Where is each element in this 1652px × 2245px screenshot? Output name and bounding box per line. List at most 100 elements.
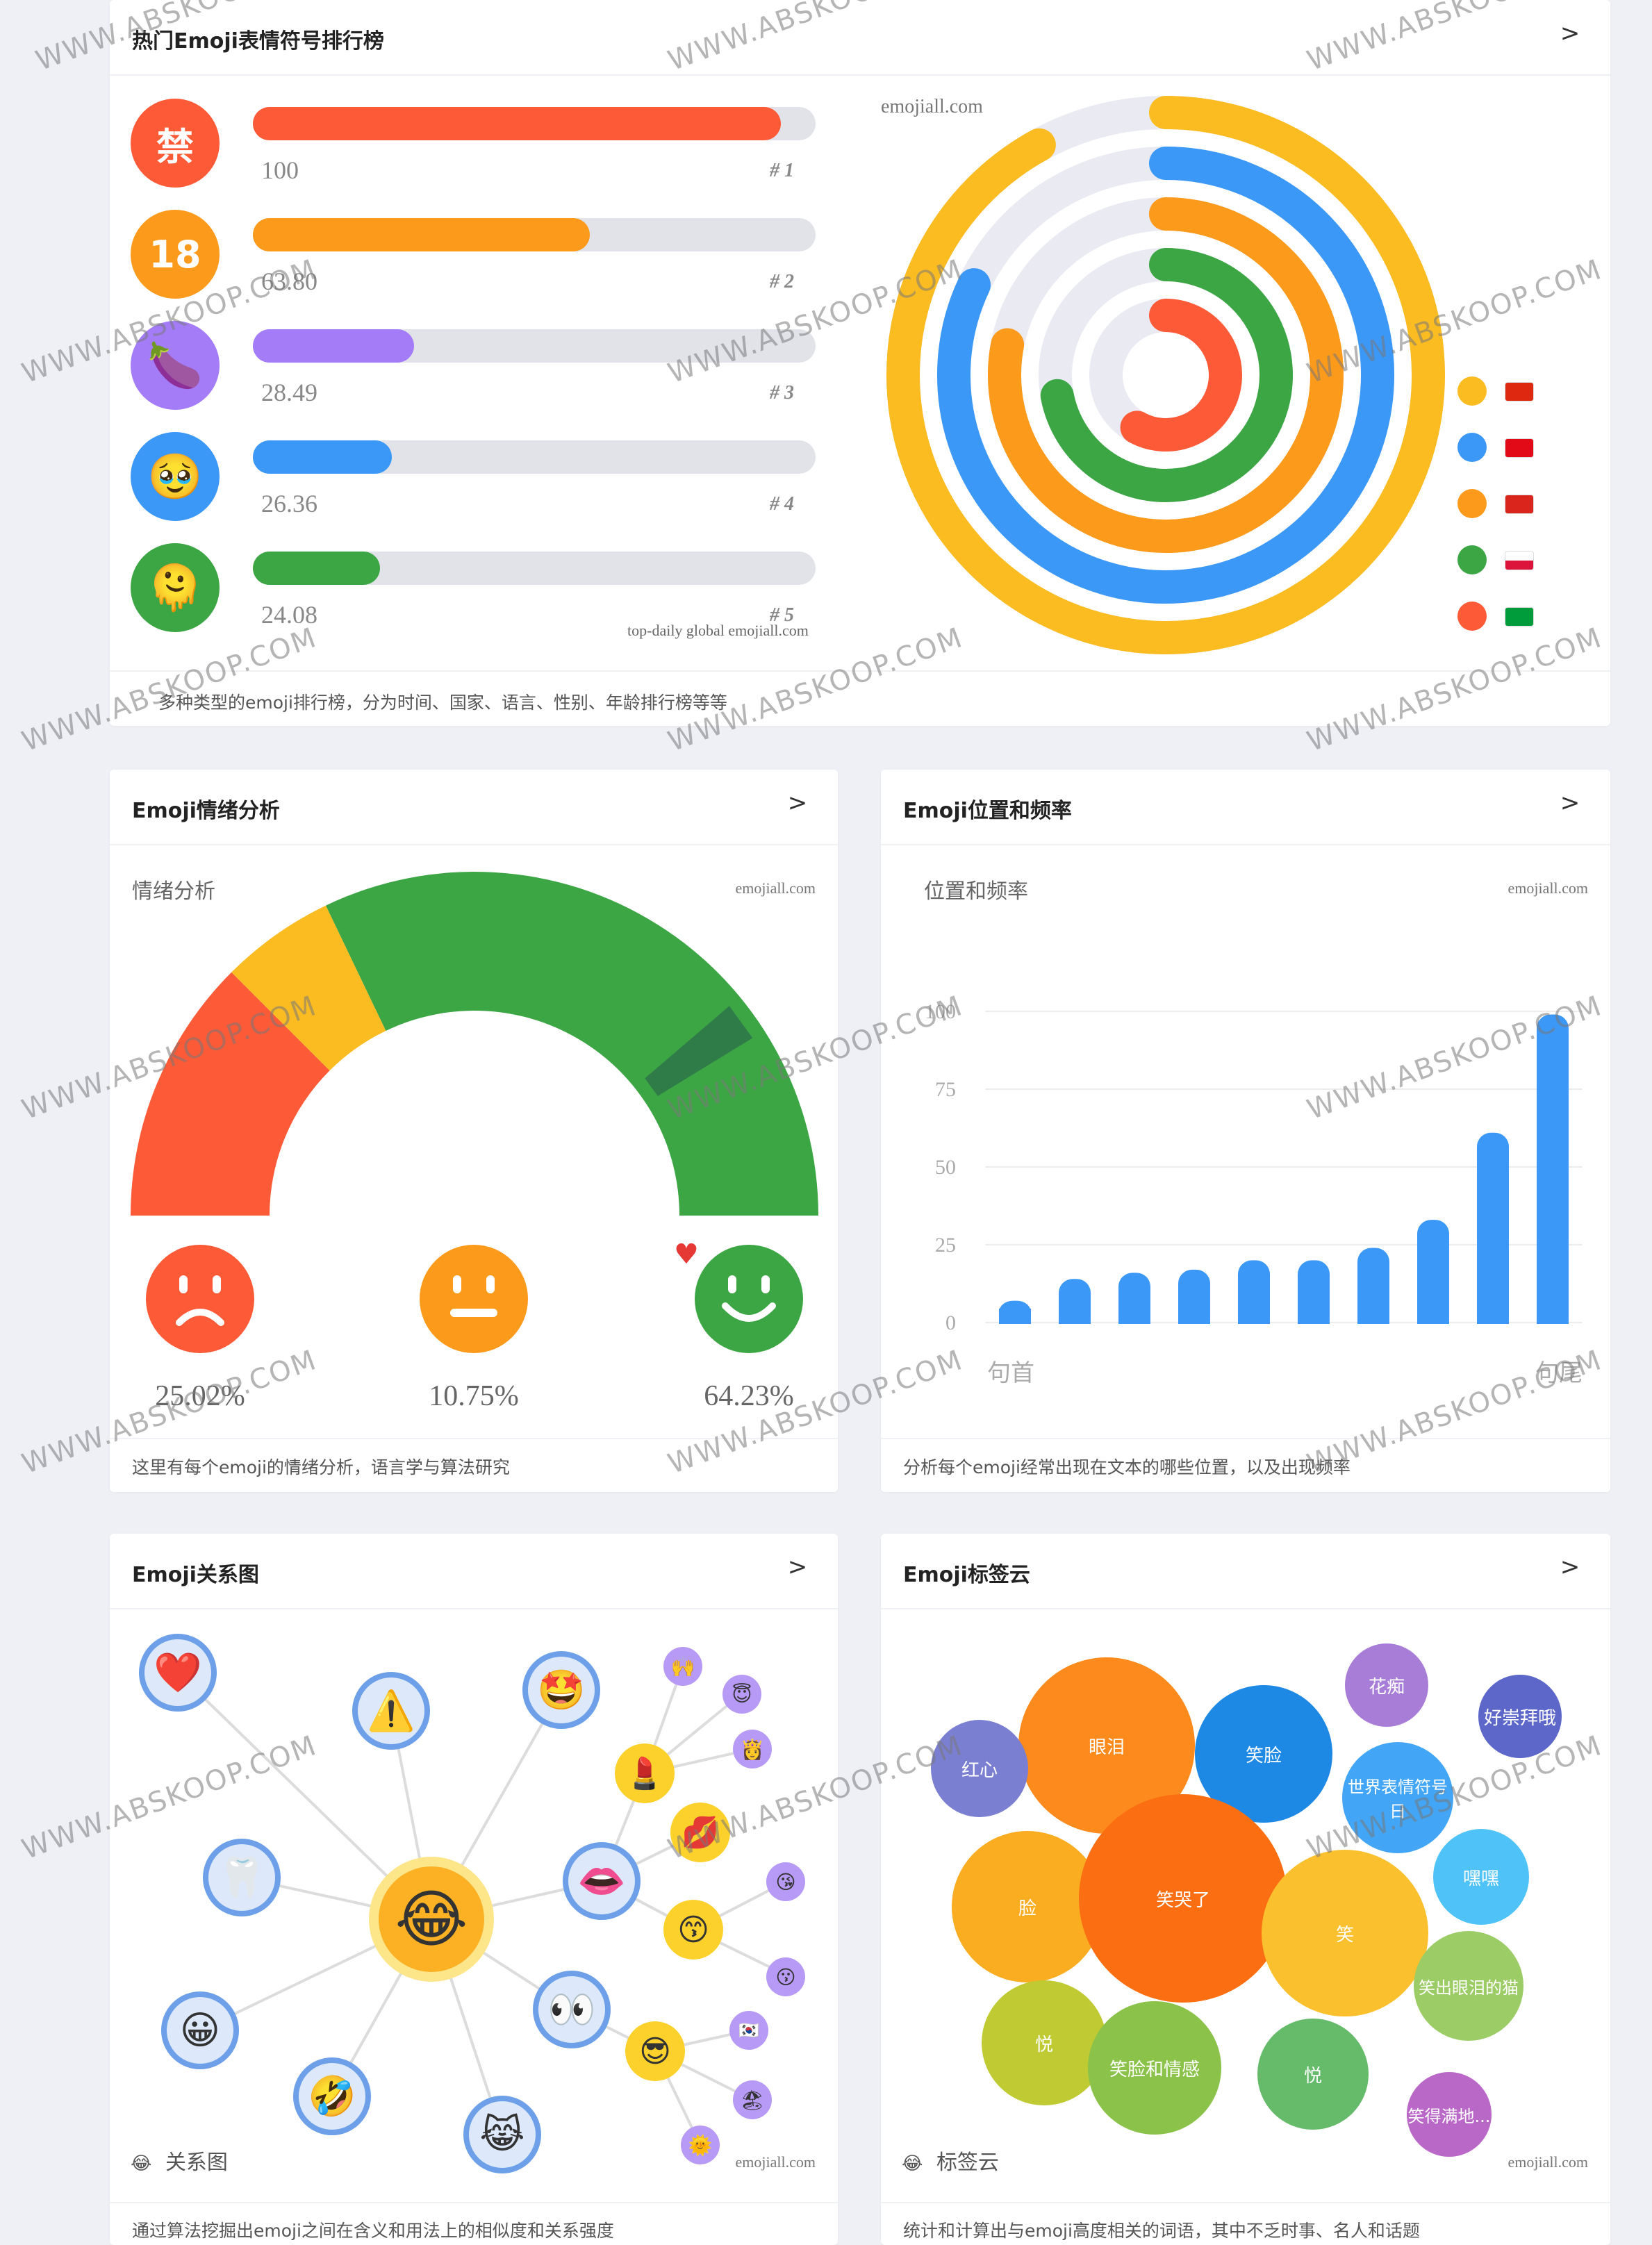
- beach-icon: 🏖: [740, 2088, 765, 2112]
- relation-node[interactable]: 🦷: [203, 1839, 281, 1916]
- tag-bubble[interactable]: 红心: [931, 1720, 1028, 1817]
- site-label: emojiall.com: [1508, 879, 1588, 897]
- chevron-right-icon[interactable]: >: [787, 789, 808, 817]
- frowning-face-icon[interactable]: [146, 1245, 254, 1353]
- position-bar[interactable]: [1417, 1220, 1449, 1324]
- chevron-right-icon[interactable]: >: [1560, 19, 1580, 47]
- relation-node[interactable]: 👄: [563, 1842, 641, 1920]
- position-bar[interactable]: [1238, 1260, 1270, 1324]
- tag-bubble[interactable]: 笑: [1262, 1850, 1428, 2016]
- relation-node-small[interactable]: 💋: [670, 1803, 730, 1862]
- position-bar[interactable]: [1298, 1260, 1330, 1324]
- y-tick-label: 50: [935, 1156, 956, 1179]
- bar-value: 26.36: [261, 490, 317, 517]
- position-bar[interactable]: [1477, 1132, 1509, 1324]
- position-bar-base: [1118, 1309, 1150, 1324]
- divider: [881, 844, 1610, 845]
- divider: [881, 1608, 1610, 1609]
- position-bar[interactable]: [1537, 1014, 1569, 1324]
- legend: 😂 标签云: [902, 2145, 999, 2176]
- card-title: Emoji情绪分析: [132, 799, 280, 823]
- bar-track: [253, 107, 816, 140]
- tag-bubble[interactable]: 嘿嘿: [1433, 1829, 1529, 1925]
- tag-bubble[interactable]: 悦: [982, 1980, 1107, 2105]
- rolling-laughing-icon: 🤣: [308, 2074, 356, 2119]
- gauge-segment: [231, 905, 386, 1071]
- grinning-face-icon: 😀: [179, 2007, 221, 2053]
- relation-node[interactable]: 🤩: [522, 1651, 600, 1729]
- tag-bubble[interactable]: 笑脸和情感: [1088, 2001, 1221, 2135]
- relation-node[interactable]: 🤣: [293, 2057, 371, 2135]
- legend-dot[interactable]: [1457, 433, 1487, 462]
- bar-track: [253, 218, 816, 251]
- relation-node[interactable]: 😹: [463, 2096, 541, 2173]
- tag-bubble[interactable]: 花痴: [1345, 1643, 1428, 1727]
- tears-of-joy-icon: 😂: [395, 1882, 468, 1956]
- chevron-right-icon[interactable]: >: [787, 1553, 808, 1581]
- relation-node-small[interactable]: 👸: [733, 1730, 772, 1768]
- smiling-face-icon[interactable]: [695, 1245, 803, 1353]
- bar-fill: [253, 329, 414, 363]
- prohibited-icon[interactable]: 禁: [131, 99, 220, 188]
- relation-node-small[interactable]: 💄: [615, 1743, 675, 1803]
- tag-bubble[interactable]: 笑哭了: [1079, 1794, 1287, 2003]
- legend-dot[interactable]: [1457, 545, 1487, 574]
- relation-node[interactable]: 👀: [533, 1971, 611, 2048]
- position-bar-base: [1298, 1309, 1330, 1324]
- relation-node[interactable]: ⚠️: [352, 1672, 430, 1750]
- position-bar-base: [1238, 1309, 1270, 1324]
- relation-node-small[interactable]: 🏖: [733, 2080, 772, 2119]
- lipstick-icon: 💄: [625, 1756, 664, 1791]
- relation-node-small[interactable]: 😘: [766, 1862, 805, 1901]
- relation-node-small[interactable]: 😗: [766, 1957, 805, 1996]
- chevron-right-icon[interactable]: >: [1560, 1553, 1580, 1581]
- relation-node-small[interactable]: 😇: [722, 1675, 761, 1714]
- tag-bubble[interactable]: 笑得满地...: [1407, 2072, 1492, 2157]
- radial-bar: [988, 197, 1344, 553]
- position-bar[interactable]: [1357, 1248, 1389, 1324]
- tag-bubble[interactable]: 脸: [952, 1831, 1103, 1982]
- neutral-face-icon[interactable]: [420, 1245, 528, 1353]
- gauge-segment: [131, 972, 330, 1216]
- card-title: 热门Emoji表情符号排行榜: [132, 29, 384, 53]
- smiling-halo-icon: 😇: [732, 1682, 752, 1706]
- ranking-caption: top-daily global emojiall.com: [627, 622, 809, 639]
- sentiment-percent: 10.75%: [429, 1380, 519, 1412]
- chevron-right-icon[interactable]: >: [1560, 789, 1580, 817]
- legend-dot[interactable]: [1457, 602, 1487, 631]
- relation-node-small[interactable]: 🙌: [663, 1647, 702, 1686]
- legend-dot[interactable]: [1457, 489, 1487, 518]
- bar-fill: [253, 552, 380, 585]
- tr-flag-icon: [1505, 438, 1534, 458]
- sentiment-card: Emoji情绪分析 > 情绪分析 emojiall.com 这里有每个emoji…: [110, 770, 838, 1492]
- vn-flag-icon: [1505, 495, 1534, 514]
- relation-node-center[interactable]: 😂: [369, 1857, 494, 1982]
- divider: [110, 74, 1610, 76]
- relation-node-small[interactable]: 😙: [663, 1900, 723, 1960]
- relation-node-small[interactable]: 🇰🇷: [729, 2011, 768, 2050]
- eggplant-icon[interactable]: 🍆: [131, 321, 220, 410]
- tag-bubble[interactable]: 悦: [1257, 2019, 1369, 2130]
- tag-bubble[interactable]: 好崇拜哦: [1478, 1675, 1562, 1758]
- face-glyph: [722, 1275, 776, 1322]
- position-bar-base: [1537, 1309, 1569, 1324]
- relation-node-small[interactable]: 🌞: [681, 2126, 720, 2164]
- face-glyph: [450, 1275, 497, 1317]
- legend-dot[interactable]: [1457, 376, 1487, 406]
- tag-bubble[interactable]: 笑出眼泪的猫: [1414, 1931, 1523, 2041]
- no-under-18-icon[interactable]: 18: [131, 210, 220, 299]
- bar-fill: [253, 107, 781, 140]
- divider: [110, 1608, 838, 1609]
- legend: 😂 关系图: [131, 2145, 228, 2176]
- relation-node[interactable]: ❤️: [139, 1634, 217, 1712]
- ranking-card: 热门Emoji表情符号排行榜 > 禁 100 # 1 18 63.80 # 2 🍆 28.49…: [110, 0, 1610, 726]
- tag-bubble[interactable]: 世界表情符号日: [1342, 1742, 1453, 1853]
- relation-node[interactable]: 😀: [161, 1991, 239, 2069]
- melting-face-icon[interactable]: 🫠: [131, 543, 220, 632]
- kissing-face-icon: 😗: [775, 1965, 796, 1989]
- bar-rank: # 2: [770, 271, 794, 292]
- holding-back-tears-icon[interactable]: 🥹: [131, 432, 220, 521]
- relation-node-small[interactable]: 😎: [625, 2021, 685, 2081]
- card-footer: 统计和计算出与emoji高度相关的词语，其中不乏时事、名人和话题: [903, 2221, 1420, 2241]
- card-title: Emoji关系图: [132, 1563, 259, 1587]
